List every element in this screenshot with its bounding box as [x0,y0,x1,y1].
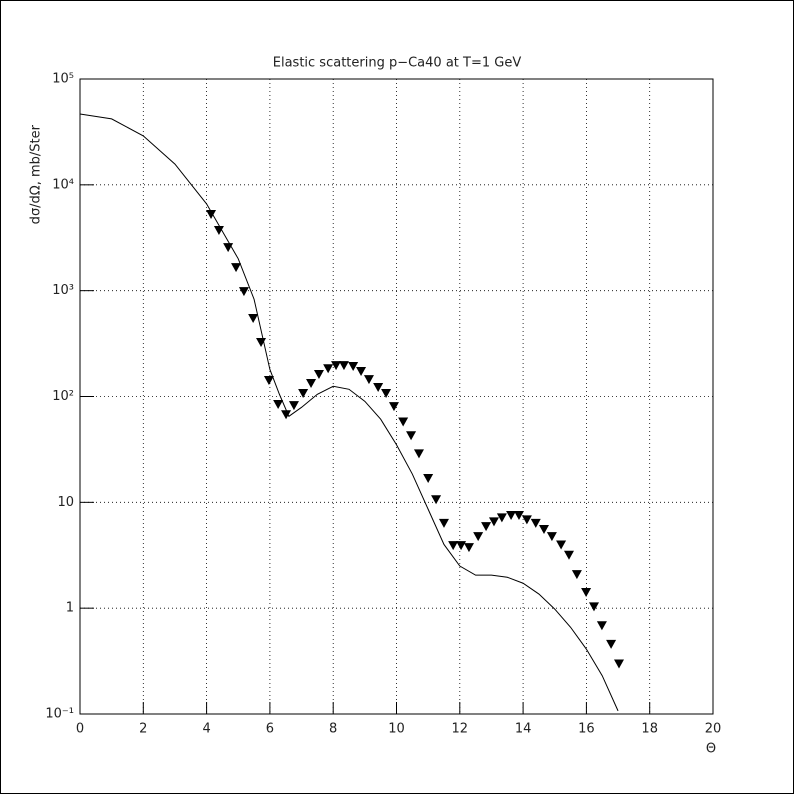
data-point [488,517,499,527]
chart-title: Elastic scattering p−Ca40 at T=1 GeV [273,56,522,71]
x-axis-label: Θ [706,742,716,757]
data-point [556,540,567,550]
data-point [473,532,484,542]
x-tick-label: 6 [266,722,274,737]
plot-frame [79,78,714,715]
data-point [481,522,492,532]
y-tick-label: 10⁴ [52,177,74,192]
x-tick-label: 0 [76,722,84,737]
x-tick-label: 18 [641,722,658,737]
data-point [456,541,467,551]
y-tick-label: 10² [52,389,74,404]
data-point [588,602,599,612]
data-point [338,361,349,371]
data-point [231,263,242,273]
data-point [563,550,574,560]
data-point [363,375,374,385]
y-axis-label: dσ/dΩ, mb/Ster [29,124,44,224]
y-tick-label: 1 [66,601,74,616]
data-point [388,402,399,412]
data-point [546,532,557,542]
data-point [530,518,541,528]
data-point [238,287,249,297]
data-point [613,659,624,669]
data-point [356,367,367,377]
data-point [506,510,517,520]
y-tick-label: 10⁵ [52,72,74,87]
x-tick-label: 20 [705,722,722,737]
data-point [381,388,392,398]
data-point [538,524,549,534]
data-point [263,376,274,386]
data-point [581,588,592,598]
y-tick-label: 10 [57,495,74,510]
data-point [413,449,424,459]
data-point [331,361,342,371]
data-point [571,570,582,580]
x-tick-label: 14 [515,722,532,737]
data-point [423,473,434,483]
data-point [206,210,217,220]
x-tick-label: 8 [329,722,337,737]
data-point [373,382,384,392]
y-tick-label: 10³ [52,283,74,298]
x-tick-label: 10 [388,722,405,737]
y-tick-label: 10⁻¹ [45,707,74,722]
data-point [596,621,607,631]
data-point [248,314,259,324]
x-tick-label: 12 [452,722,469,737]
data-point [323,364,334,374]
data-point [496,513,507,523]
data-point [348,362,359,372]
x-tick-label: 2 [139,722,147,737]
data-point [448,541,459,551]
data-point [273,399,284,409]
data-point [398,417,409,427]
x-tick-label: 16 [578,722,595,737]
data-line [79,113,619,712]
data-point [438,518,449,528]
data-point [313,370,324,380]
data-point [521,515,532,525]
data-point [298,388,309,398]
data-point [431,495,442,505]
data-point [513,510,524,520]
data-point [606,639,617,649]
data-point [463,543,474,553]
x-tick-label: 4 [202,722,210,737]
data-point [306,379,317,389]
data-point [213,226,224,236]
data-point [281,410,292,420]
data-point [406,431,417,441]
data-point [288,401,299,411]
